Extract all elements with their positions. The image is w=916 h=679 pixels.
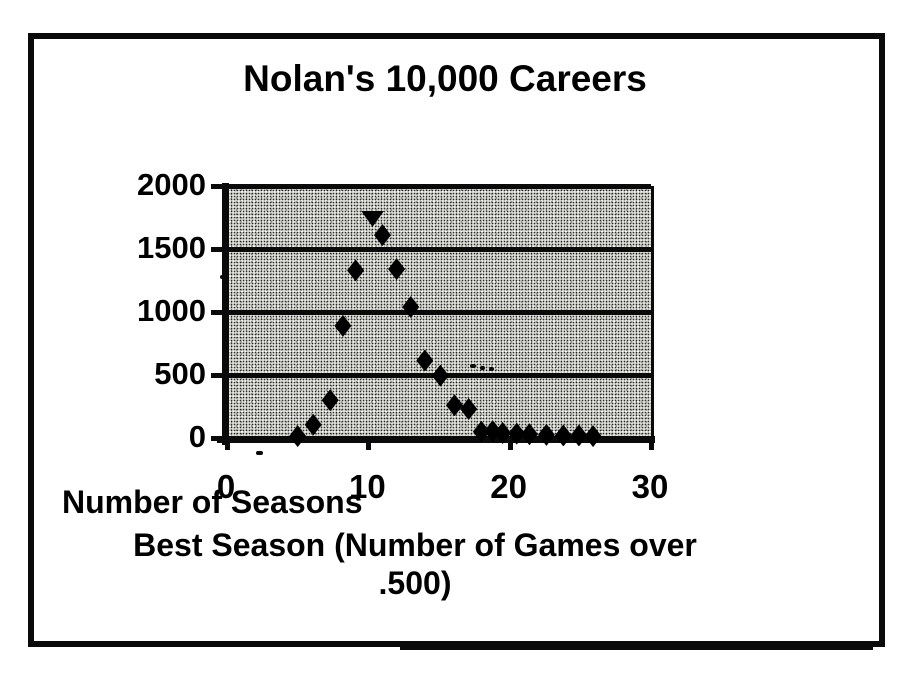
y-tick-label-500: 500	[154, 356, 206, 391]
data-point	[472, 420, 490, 443]
scan-speck	[489, 367, 494, 371]
x-axis-title-line2: .500)	[378, 565, 452, 601]
data-point	[508, 422, 526, 445]
data-point	[289, 425, 307, 448]
data-point	[431, 364, 449, 387]
x-tick-label-0: 0	[216, 468, 236, 505]
data-point	[537, 423, 555, 446]
x-tick-10	[366, 438, 372, 450]
data-point	[554, 424, 572, 447]
gridline-y-1000	[227, 310, 651, 315]
data-point	[388, 258, 406, 281]
scan-speck	[256, 451, 263, 455]
data-point	[402, 295, 420, 318]
x-tick-label-20: 20	[490, 468, 528, 505]
data-point	[446, 394, 464, 417]
gridline-y-1500	[227, 247, 651, 252]
data-point	[416, 349, 434, 372]
x-tick-30	[649, 438, 654, 450]
y-tick-2000	[211, 184, 225, 189]
x-axis-title-best-season: Best Season (Number of Games over .500)	[85, 526, 745, 602]
x-tick-label-10: 10	[348, 468, 386, 505]
chart-title: Nolan's 10,000 Careers	[243, 58, 647, 99]
x-axis-title-line1: Best Season (Number of Games over	[133, 527, 697, 563]
data-point	[304, 413, 322, 436]
x-axis-title-seasons: Number of Seasons	[62, 484, 363, 520]
data-point	[347, 259, 365, 282]
data-point	[373, 224, 391, 247]
y-tick-0	[211, 436, 225, 441]
y-tick-1000	[211, 310, 225, 315]
data-point	[460, 398, 478, 421]
y-tick-label-1500: 1500	[137, 230, 206, 265]
y-tick-label-2000: 2000	[137, 167, 206, 202]
x-tick-label-30: 30	[631, 468, 669, 505]
data-point	[321, 389, 339, 412]
y-tick-500	[211, 373, 225, 378]
y-tick-label-0: 0	[188, 419, 206, 454]
frame-scan-artifact	[400, 641, 873, 650]
y-axis-line	[222, 183, 229, 445]
data-point	[520, 423, 538, 446]
scan-speck	[480, 366, 485, 370]
x-tick-20	[507, 438, 513, 450]
x-tick-0	[225, 438, 230, 450]
y-tick-label-1000: 1000	[137, 293, 206, 328]
data-point	[570, 424, 588, 447]
data-point	[494, 421, 512, 444]
scan-speck	[220, 275, 224, 279]
data-point	[584, 425, 602, 448]
y-tick-1500	[211, 247, 225, 252]
data-point	[334, 314, 352, 337]
gridline-y-2000	[227, 184, 651, 189]
scan-speck	[470, 364, 476, 368]
x-axis-line	[217, 436, 655, 443]
